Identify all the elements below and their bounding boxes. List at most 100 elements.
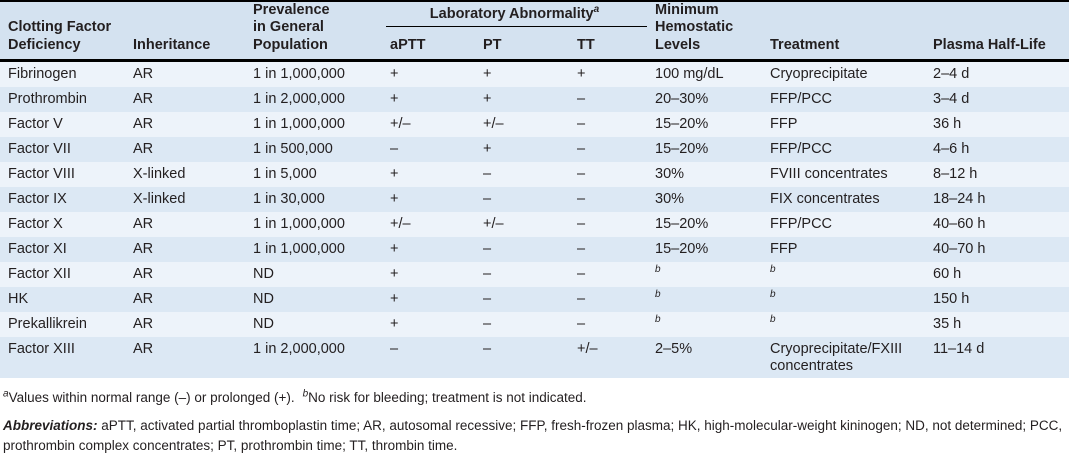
table-cell: 100 mg/dL [655, 66, 724, 82]
header-treatment: Treatment [770, 36, 840, 53]
footnote-values: aValues within normal range (–) or prolo… [3, 388, 1065, 408]
table-cell: Cryoprecipitate [770, 66, 868, 82]
header-aptt: aPTT [390, 36, 426, 53]
table-cell: 8–12 h [933, 166, 978, 182]
table-cell: AR [133, 141, 154, 157]
footnote-marker-b: b [655, 289, 661, 301]
table-cell: + [390, 266, 399, 282]
header-inheritance: Inheritance [133, 36, 211, 53]
table-cell: – [483, 316, 492, 332]
table-cell: + [390, 66, 399, 82]
table-cell: 2–5% [655, 341, 693, 357]
header-prevalence: Prevalence in General Population [253, 1, 330, 53]
table-cell: 30% [655, 166, 685, 182]
table-cell: ND [253, 316, 274, 332]
footnote-b-marker: b [302, 388, 309, 400]
table-cell: Prekallikrein [8, 316, 87, 332]
footnotes: aValues within normal range (–) or prolo… [0, 378, 1069, 455]
table-cell: Factor XI [8, 241, 67, 257]
table-cell: + [483, 91, 492, 107]
table-cell: – [483, 341, 492, 357]
table-cell: b [762, 262, 925, 287]
table-cell: 1 in 1,000,000 [253, 241, 345, 257]
table-cell: AR [133, 66, 154, 82]
table-cell: – [577, 166, 586, 182]
laboratory-abnormality-rule [386, 26, 647, 28]
table-cell: 15–20% [655, 241, 709, 257]
table-cell: + [390, 316, 399, 332]
table-cell: 18–24 h [933, 191, 986, 207]
table-cell: 35 h [933, 316, 962, 332]
table-cell: + [577, 66, 586, 82]
table-cell: 11–14 d [933, 341, 985, 357]
table-cell: 1 in 1,000,000 [253, 216, 345, 232]
table-cell: Prothrombin [8, 91, 87, 107]
table-cell: +/– [483, 216, 504, 232]
table-cell: +/– [390, 116, 411, 132]
table-row: HK AR ND + – – b b 150 h [0, 287, 1069, 312]
table-cell: AR [133, 241, 154, 257]
table-cell: 1 in 2,000,000 [253, 341, 345, 357]
table-cell: – [577, 266, 586, 282]
table-cell: FFP/PCC [770, 141, 833, 157]
table-cell: FFP [770, 241, 798, 257]
table-cell: + [390, 166, 399, 182]
table-cell: Factor IX [8, 191, 67, 207]
table-body: Fibrinogen AR 1 in 1,000,000 + + +100 mg/dL Cr… [0, 62, 1069, 378]
table-cell: + [483, 141, 492, 157]
table-cell: – [483, 241, 492, 257]
table-cell: 1 in 2,000,000 [253, 91, 345, 107]
table-cell: 1 in 500,000 [253, 141, 333, 157]
table-cell: – [483, 191, 492, 207]
abbreviations: Abbreviations: aPTT, activated partial t… [3, 416, 1065, 455]
table-cell: AR [133, 266, 154, 282]
table-cell: Factor VIII [8, 166, 75, 182]
table-cell: – [483, 291, 492, 307]
table-cell: 36 h [933, 116, 962, 132]
header-tt: TT [577, 36, 595, 53]
table-cell: Factor V [8, 116, 63, 132]
header-laboratory-abnormality-label: Laboratory Abnormality [429, 6, 594, 22]
table-cell: ND [253, 266, 274, 282]
table-cell: 3–4 d [933, 91, 970, 107]
footnote-a-marker: a [3, 388, 9, 400]
table-cell: Factor XIII [8, 341, 75, 357]
table-cell: – [577, 316, 586, 332]
table-cell: b [647, 287, 762, 312]
table-cell: 2–4 d [933, 66, 970, 82]
table-cell: – [483, 266, 492, 282]
footnote-marker-b: b [770, 314, 776, 326]
table-cell: + [390, 91, 399, 107]
table-header-row: Clotting Factor Deficiency Inheritance P… [0, 2, 1069, 62]
table-cell: AR [133, 91, 154, 107]
table-cell: + [390, 291, 399, 307]
table-cell: – [577, 141, 586, 157]
table-cell: 4–6 h [933, 141, 970, 157]
table-cell: AR [133, 216, 154, 232]
table-cell: Factor VII [8, 141, 71, 157]
table-cell: X-linked [133, 191, 186, 207]
footnote-b: bNo risk for bleeding; treatment is not … [302, 388, 587, 405]
table-cell: – [577, 91, 586, 107]
table-cell: 15–20% [655, 141, 709, 157]
table-cell: 30% [655, 191, 685, 207]
table-cell: – [577, 216, 586, 232]
table-cell: 150 h [933, 291, 970, 307]
table-row: Factor VIII X-linked 1 in 5,000 + – – 30% FVIII… [0, 162, 1069, 187]
table-cell: AR [133, 341, 154, 357]
clotting-factor-table: Clotting Factor Deficiency Inheritance P… [0, 0, 1069, 378]
table-cell: 40–70 h [933, 241, 986, 257]
table-row: Fibrinogen AR 1 in 1,000,000 + + +100 mg/dL Cr… [0, 62, 1069, 87]
table-cell: FIX concentrates [770, 191, 880, 207]
footnote-marker-b: b [770, 289, 776, 301]
footnote-a: aValues within normal range (–) or prolo… [3, 388, 295, 405]
footnote-marker-b: b [655, 314, 661, 326]
header-laboratory-abnormality-group: Laboratory Abnormalitya aPTT PT TT [382, 2, 647, 59]
abbreviations-label: Abbreviations: [3, 418, 98, 434]
table-cell: AR [133, 291, 154, 307]
table-row: Factor IX X-linked 1 in 30,000 + – – 30% FIX co… [0, 187, 1069, 212]
footnote-b-text: No risk for bleeding; treatment is not i… [308, 389, 587, 405]
table-cell: 15–20% [655, 216, 709, 232]
table-row: Prekallikrein AR ND + – – b b 35 h [0, 312, 1069, 337]
table-cell: FFP/PCC [770, 216, 833, 232]
